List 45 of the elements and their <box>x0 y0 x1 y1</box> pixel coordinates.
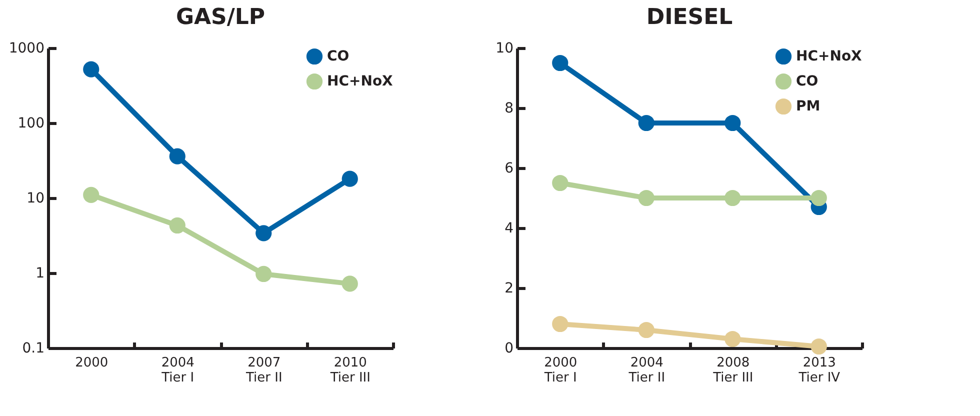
point <box>552 174 568 192</box>
point <box>810 338 827 355</box>
y-tick-label: 1000 <box>8 40 44 56</box>
point <box>169 148 186 164</box>
x-tick-label: 2004 Tier II <box>628 356 666 386</box>
x-tick-label: 2000 Tier I <box>543 356 578 386</box>
legend-label: CO <box>327 48 350 64</box>
point <box>724 114 741 132</box>
y-tick-label: 2 <box>504 280 514 296</box>
legend-label: HC+NoX <box>327 74 394 90</box>
point <box>83 186 100 203</box>
x-tick-label: 2013 Tier IV <box>798 356 840 386</box>
legend-label: HC+NoX <box>796 48 862 64</box>
point <box>342 170 358 187</box>
point <box>552 316 568 332</box>
point <box>169 217 186 234</box>
y-tick-label: 6 <box>504 160 514 176</box>
point <box>552 54 568 72</box>
x-tick-label: 2000 <box>75 356 108 370</box>
point <box>638 114 654 132</box>
y-tick-label: 1 <box>36 266 44 282</box>
y-tick-label: 4 <box>504 220 514 236</box>
point <box>724 190 741 206</box>
point <box>724 330 741 348</box>
point <box>83 61 100 78</box>
y-tick-label: 100 <box>18 116 44 132</box>
y-tick-label: 0.1 <box>22 340 44 356</box>
x-tick-label: 2008 Tier III <box>712 356 754 386</box>
point <box>638 322 654 338</box>
point <box>342 276 358 292</box>
y-tick-label: 10 <box>496 40 514 56</box>
legend-label: CO <box>796 74 818 90</box>
chart-title: GAS/LP <box>176 5 266 30</box>
y-tick-label: 8 <box>504 100 514 116</box>
chart-title: DIESEL <box>646 5 733 30</box>
x-tick-label: 2004 Tier I <box>160 356 194 386</box>
y-tick-label: 0 <box>504 340 514 356</box>
y-tick-label: 10 <box>26 190 44 206</box>
point <box>638 190 654 206</box>
x-tick-label: 2007 Tier II <box>244 356 282 386</box>
legend-label: PM <box>796 98 820 114</box>
point <box>256 266 272 282</box>
x-tick-label: 2010 Tier III <box>329 356 370 386</box>
point <box>256 225 272 242</box>
point <box>810 190 827 206</box>
